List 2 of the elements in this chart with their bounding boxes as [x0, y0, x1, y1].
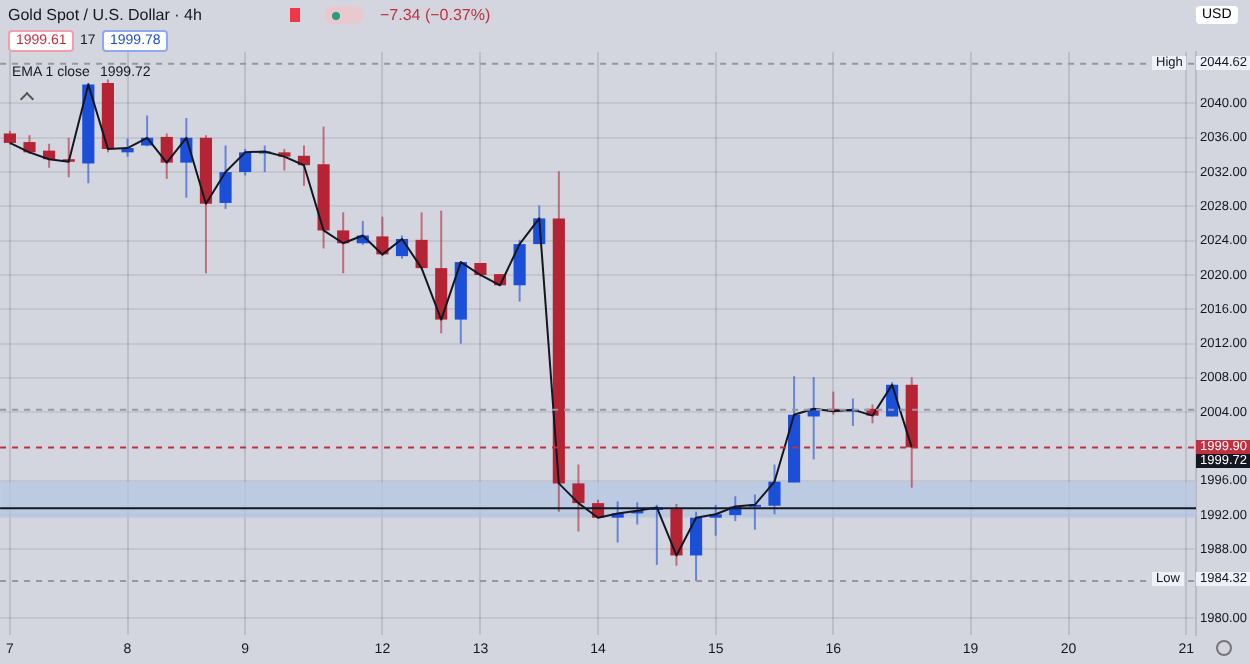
chart-subtitle: −7.34 (−0.37%) — [380, 6, 491, 24]
chart-title: Gold Spot / U.S. Dollar · 4h — [8, 6, 202, 24]
